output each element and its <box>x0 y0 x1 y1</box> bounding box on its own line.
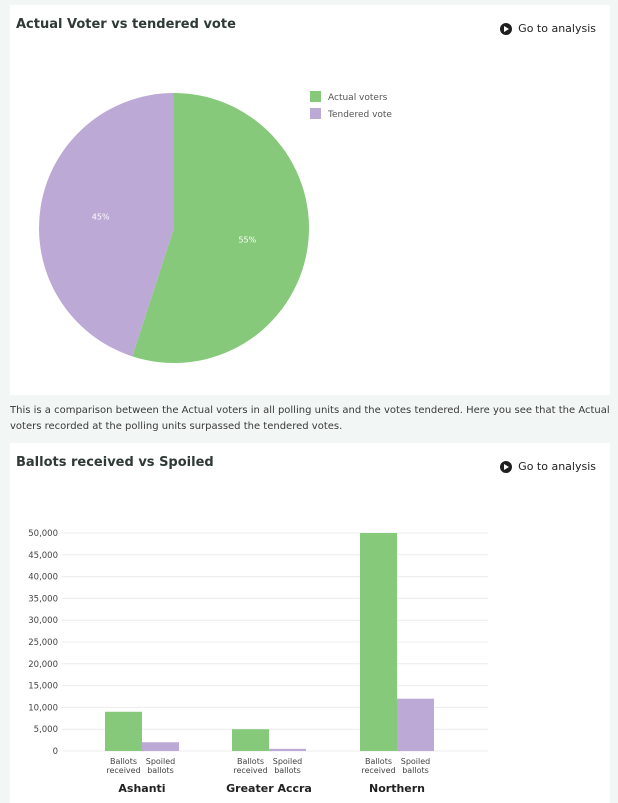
pie-slice-0 <box>132 93 309 363</box>
bar-go-to-analysis-link[interactable]: Go to analysis <box>500 460 596 473</box>
play-circle-icon <box>500 460 513 473</box>
legend-swatch-1 <box>310 108 321 119</box>
bar-greater-accra-0 <box>232 729 269 751</box>
y-tick-label: 10,000 <box>28 703 58 713</box>
y-tick-label: 20,000 <box>28 660 58 670</box>
bar-sub-label: ballots <box>147 766 174 775</box>
bar-chart-card: Ballots received vs Spoiled Go to analys… <box>10 443 610 803</box>
legend-label-1: Tendered vote <box>327 110 392 120</box>
pie-chart-card: Actual Voter vs tendered vote Go to anal… <box>10 5 610 395</box>
y-tick-label: 45,000 <box>28 551 58 561</box>
y-tick-label: 15,000 <box>28 682 58 692</box>
legend-swatch-0 <box>310 91 321 102</box>
chart-description: This is a comparison between the Actual … <box>10 405 610 432</box>
bar-sub-label: ballots <box>402 766 429 775</box>
bar-northern-0 <box>360 533 397 751</box>
y-tick-label: 0 <box>53 747 58 757</box>
bar-sub-label: Spoiled <box>146 757 176 766</box>
play-circle-icon <box>500 22 513 35</box>
y-tick-label: 50,000 <box>28 529 58 539</box>
category-label: Greater Accra <box>226 782 312 795</box>
bar-sub-label: Spoiled <box>401 757 431 766</box>
bar-sub-label: received <box>106 766 140 775</box>
y-tick-label: 35,000 <box>28 594 58 604</box>
bar-sub-label: Ballots <box>110 757 137 766</box>
pie-slice-1 <box>39 93 174 357</box>
legend-label-0: Actual voters <box>328 93 388 103</box>
bar-sub-label: received <box>233 766 267 775</box>
pie-slice-label-0: 55% <box>238 236 256 245</box>
pie-chart: 55% 45% Actual voters Tendered vote <box>39 91 392 363</box>
bar-sub-label: Ballots <box>237 757 264 766</box>
bar-greater-accra-1 <box>269 748 306 751</box>
y-tick-label: 25,000 <box>28 638 58 648</box>
bar-go-to-analysis-label: Go to analysis <box>518 460 596 473</box>
pie-go-to-analysis-label: Go to analysis <box>518 22 596 35</box>
category-label: Ashanti <box>118 782 165 795</box>
y-tick-label: 30,000 <box>28 616 58 626</box>
category-label: Northern <box>369 782 425 795</box>
bar-sub-label: received <box>361 766 395 775</box>
bar-sub-label: ballots <box>274 766 301 775</box>
pie-go-to-analysis-link[interactable]: Go to analysis <box>500 22 596 35</box>
bar-ashanti-1 <box>142 742 179 751</box>
pie-chart-title: Actual Voter vs tendered vote <box>16 17 236 32</box>
bar-sub-label: Spoiled <box>273 757 303 766</box>
y-tick-label: 5,000 <box>34 725 58 735</box>
bar-chart: 0 5,000 10,000 15,000 20,000 25,000 30,000 35,0… <box>28 529 488 795</box>
bar-chart-title: Ballots received vs Spoiled <box>16 455 214 470</box>
y-tick-label: 40,000 <box>28 573 58 583</box>
pie-slice-label-1: 45% <box>92 212 110 221</box>
bar-ashanti-0 <box>105 711 142 751</box>
bar-sub-label: Ballots <box>365 757 392 766</box>
bar-northern-1 <box>397 698 434 751</box>
